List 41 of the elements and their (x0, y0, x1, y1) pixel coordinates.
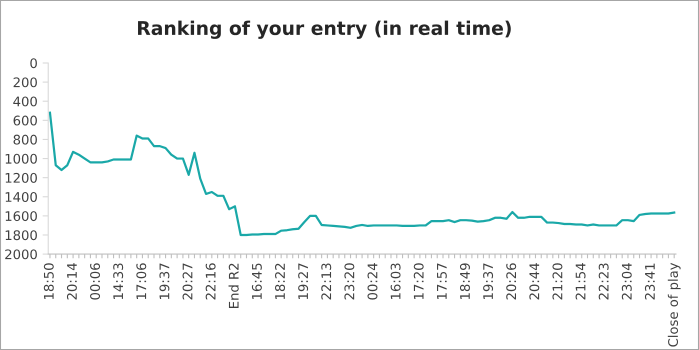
x-tick-label: 19:27 (298, 264, 308, 300)
y-tick-label: 200 (14, 77, 37, 88)
y-tick-label: 1000 (6, 154, 37, 164)
line-series (48, 112, 676, 236)
x-tick-label: 00:06 (90, 263, 100, 300)
x-tick-label: Close of play (668, 262, 681, 347)
x-tick-label: End R2 (228, 264, 239, 308)
y-tick-label: 400 (13, 96, 37, 106)
x-tick-label: 20:26 (506, 263, 516, 300)
x-tick-label: 22:13 (321, 263, 332, 300)
x-tick-label: 18:50 (44, 263, 54, 300)
y-tick-label: 2000 (5, 249, 37, 260)
y-tick-label: 1600 (6, 211, 37, 222)
x-tick-label: 18:22 (275, 264, 285, 300)
x-tick-label: 16:45 (252, 264, 262, 300)
y-tick-label: 1200 (6, 172, 37, 183)
x-tick-label: 20:14 (66, 263, 77, 300)
x-tick-label: 17:57 (437, 264, 447, 300)
x-tick-label: 22:16 (206, 263, 216, 300)
x-tick-label: 18:49 (460, 263, 470, 300)
x-tick-label: 17:06 (136, 263, 146, 300)
x-tick-label: 23:04 (622, 263, 632, 300)
x-tick-label: 21:54 (576, 263, 586, 300)
x-tick-label: 23:20 (344, 263, 354, 300)
x-tick-label: 19:37 (483, 264, 494, 300)
y-tick-label: 800 (14, 134, 37, 145)
x-tick-label: 19:37 (159, 264, 170, 300)
y-tick-label: 1400 (6, 192, 37, 202)
chart-title: Ranking of your entry (in real time) (138, 20, 511, 39)
x-tick-label: 21:20 (552, 263, 562, 300)
y-tick-label: 1800 (6, 230, 37, 240)
x-tick-label: 20:44 (529, 263, 540, 300)
x-tick-label: 22:23 (598, 263, 609, 300)
x-tick-label: 23:41 (644, 264, 655, 300)
x-tick-label: 20:27 (182, 264, 193, 300)
x-tick-label: 17:20 (414, 263, 424, 300)
x-tick-label: 00:24 (367, 263, 378, 300)
x-tick-label: 14:33 (113, 263, 124, 300)
x-tick-label: 16:03 (390, 263, 401, 300)
y-tick-label: 600 (14, 116, 37, 126)
y-tick-label: 0 (30, 58, 37, 68)
